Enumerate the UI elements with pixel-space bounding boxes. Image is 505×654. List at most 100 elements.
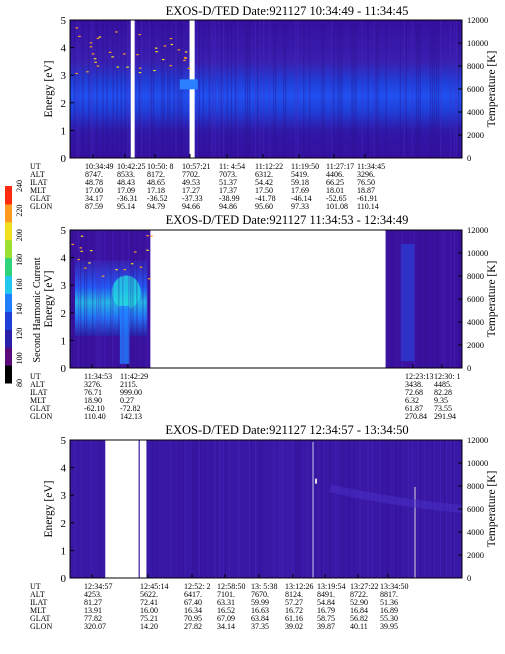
texture-stripe [311,440,312,578]
texture-stripe [396,440,397,578]
texture-stripe [219,20,220,158]
texture-stripe [293,440,294,578]
texture-stripe [454,20,455,158]
colorbar-cell [5,276,12,294]
speckle [81,236,84,237]
speckle [84,268,87,269]
texture-stripe [249,440,250,578]
y-right-tick-label: 10000 [467,248,488,258]
texture-stripe [283,440,284,578]
texture-stripe [263,20,264,158]
texture-stripe [424,440,425,578]
texture-stripe [418,440,419,578]
y-tick-label: 0 [61,363,67,375]
texture-stripe [211,20,212,158]
data-region [195,20,462,158]
texture-stripe [80,440,81,578]
texture-stripe [341,20,342,158]
texture-stripe [117,20,118,158]
texture-stripe [127,20,128,158]
texture-stripe [193,440,194,578]
colorbar-cell [5,258,12,276]
y-tick-label: 4 [61,253,67,265]
speckle [75,27,78,28]
y-right-tick-label: 8000 [467,481,484,491]
texture-stripe [112,230,113,368]
speckle [123,53,126,54]
texture-stripe [177,20,178,158]
colorbar-cell [5,311,12,329]
texture-stripe [329,440,330,578]
y-right-tick-label: 6000 [467,294,484,304]
speckle [178,49,181,50]
colorbar-tick-label: 160 [15,279,24,291]
texture-stripe [135,20,136,158]
texture-stripe [106,20,107,158]
texture-stripe [205,440,206,578]
y-right-axis-label: Temperature [K] [486,51,498,128]
y-tick-label: 0 [61,573,67,585]
texture-stripe [309,20,310,158]
colorbar-cells [5,186,12,384]
texture-stripe [388,440,389,578]
speckle [136,54,139,55]
speckle [146,250,149,251]
texture-stripe [84,230,85,368]
panel-title: EXOS-D/TED Date:921127 12:34:57 - 13:34:… [165,423,408,437]
texture-stripe [223,20,224,158]
info-cell: 270.84 [405,412,427,421]
y-tick-label: 1 [61,545,67,557]
speckle [126,67,129,68]
texture-stripe [303,20,304,158]
y-axis-label: Energy [eV] [43,61,55,118]
texture-stripe [420,20,421,158]
speckle [170,38,173,39]
info-cell: 40.11 [350,622,368,631]
texture-stripe [412,440,413,578]
y-tick-label: 2 [61,518,67,530]
texture-stripe [372,440,373,578]
texture-stripe [339,20,340,158]
texture-stripe [211,440,212,578]
texture-stripe [432,20,433,158]
speckle [99,36,102,37]
info-row-label: GLON [30,202,52,211]
speckle [71,244,74,245]
texture-stripe [315,440,316,578]
orbit-info-table: UTALTILATMLTGLATGLON11:34:533276.76.7118… [30,372,460,421]
speckle [134,251,137,252]
panel-title: EXOS-D/TED Date:921127 11:34:53 - 12:34:… [166,213,409,227]
texture-stripe [275,20,276,158]
texture-stripe [152,440,153,578]
y-right-tick-label: 12000 [467,435,488,445]
texture-stripe [456,20,457,158]
texture-stripe [438,230,439,368]
colorbar-cell [5,204,12,222]
texture-stripe [76,20,77,158]
texture-stripe [438,20,439,158]
texture-stripe [337,20,338,158]
speckle [146,235,149,236]
texture-stripe [323,20,324,158]
y-tick-label: 3 [61,490,67,502]
speckle [90,42,93,43]
texture-stripe [341,440,342,578]
orbit-info-table: UTALTILATMLTGLATGLON12:34:574253.81.2713… [30,582,408,631]
speckle [185,51,188,52]
texture-stripe [132,230,133,368]
texture-stripe [321,20,322,158]
texture-stripe [104,230,105,368]
texture-stripe [100,230,101,368]
texture-stripe [221,20,222,158]
colorbar-tick-label: 240 [15,180,24,192]
texture-stripe [118,230,119,368]
texture-stripe [436,230,437,368]
panel-1: EXOS-D/TED Date:921127 10:34:49 - 11:34:… [30,4,498,211]
texture-stripe [163,20,164,158]
texture-stripe [151,20,152,158]
speckle [170,65,173,66]
speckle [162,59,165,60]
y-right-tick-label: 2000 [467,550,484,560]
